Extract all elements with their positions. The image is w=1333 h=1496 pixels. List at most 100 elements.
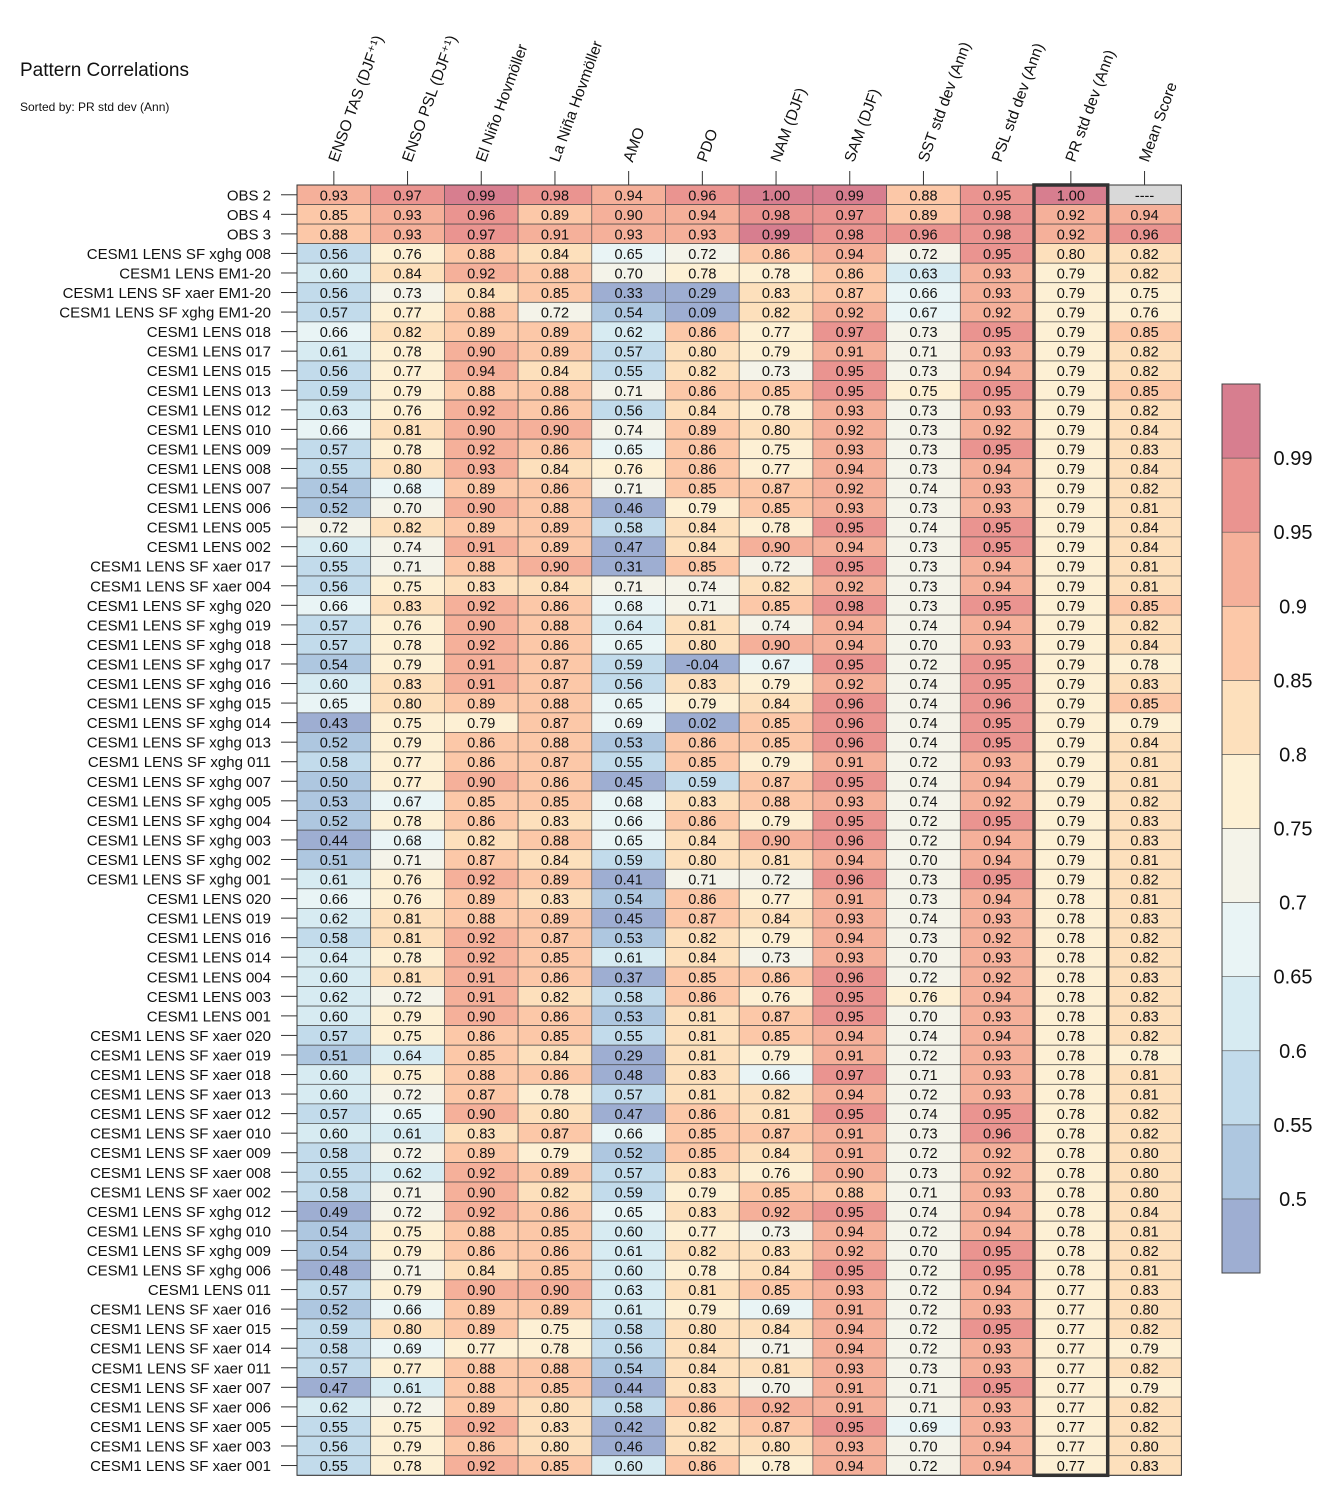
cell-value: 0.91: [836, 892, 864, 908]
cell-value: 0.85: [688, 1127, 716, 1143]
row-label: CESM1 LENS 020: [147, 891, 271, 908]
cell-value: 0.99: [762, 227, 790, 243]
cell-value: 0.84: [1130, 462, 1158, 478]
cell-value: 0.72: [909, 814, 937, 830]
cell-value: 0.83: [1130, 1459, 1158, 1475]
cell-value: 0.79: [688, 1303, 716, 1319]
cell-value: 0.75: [393, 1029, 421, 1045]
cell-value: 0.81: [688, 1029, 716, 1045]
row-label: CESM1 LENS 014: [147, 950, 271, 967]
cell-value: 0.79: [762, 814, 790, 830]
cell-value: 0.89: [541, 208, 569, 224]
cell-value: 0.80: [762, 1439, 790, 1455]
cell-value: 0.79: [688, 697, 716, 713]
cell-value: 0.82: [1130, 1127, 1158, 1143]
cell-value: 0.82: [688, 1439, 716, 1455]
row-label: CESM1 LENS 013: [147, 383, 271, 400]
cell-value: 0.88: [467, 306, 495, 322]
cell-value: 0.80: [541, 1107, 569, 1123]
cell-value: 0.83: [1130, 970, 1158, 986]
cell-value: 0.71: [909, 1381, 937, 1397]
cell-value: 0.09: [688, 306, 716, 322]
column-label: El Niño Hovmöller: [473, 42, 531, 164]
cell-value: 0.84: [541, 1048, 569, 1064]
cell-value: 0.85: [762, 1185, 790, 1201]
cell-value: 0.52: [320, 736, 348, 752]
cell-value: 0.90: [467, 423, 495, 439]
cell-value: 0.55: [320, 1459, 348, 1475]
cell-value: 0.91: [467, 657, 495, 673]
cell-value: 0.74: [909, 1205, 937, 1221]
cell-value: 0.88: [467, 1361, 495, 1377]
cell-value: 0.87: [762, 1420, 790, 1436]
cell-value: 0.89: [467, 1322, 495, 1338]
cell-value: 0.98: [836, 227, 864, 243]
cell-value: 0.83: [1130, 912, 1158, 928]
cell-value: 0.94: [836, 853, 864, 869]
row-label: CESM1 LENS 009: [147, 441, 271, 458]
row-label: CESM1 LENS SF xaer 004: [90, 578, 271, 595]
cell-value: 0.85: [467, 794, 495, 810]
column-label: SAM (DJF): [842, 87, 884, 165]
cell-value: 0.72: [909, 755, 937, 771]
cell-value: 0.87: [467, 1088, 495, 1104]
cell-value: 0.93: [393, 208, 421, 224]
cell-value: 0.82: [393, 325, 421, 341]
cell-value: 0.94: [983, 833, 1011, 849]
cell-value: 0.96: [688, 188, 716, 204]
cell-value: 0.77: [1057, 1361, 1085, 1377]
cell-value: 0.71: [688, 873, 716, 889]
cell-value: 0.68: [615, 794, 643, 810]
cell-value: 0.80: [762, 423, 790, 439]
cell-value: 0.85: [762, 501, 790, 517]
cell-value: 0.70: [909, 853, 937, 869]
cell-value: 0.80: [1057, 247, 1085, 263]
cell-value: 0.56: [615, 1342, 643, 1358]
cell-value: 0.75: [393, 1224, 421, 1240]
cell-value: 0.84: [541, 364, 569, 380]
cell-value: 0.82: [762, 579, 790, 595]
cell-value: 0.82: [541, 1185, 569, 1201]
cell-value: 0.72: [762, 873, 790, 889]
cell-value: 0.87: [541, 1127, 569, 1143]
cell-value: 0.82: [467, 833, 495, 849]
cell-value: 0.72: [909, 1224, 937, 1240]
cell-value: 0.72: [393, 1400, 421, 1416]
cell-value: 0.57: [320, 618, 348, 634]
colorbar-segment: [1221, 828, 1261, 903]
cell-value: 0.87: [836, 286, 864, 302]
cell-value: 0.85: [688, 755, 716, 771]
cell-value: 0.92: [836, 1244, 864, 1260]
cell-value: 0.79: [762, 677, 790, 693]
cell-value: 0.94: [836, 462, 864, 478]
cell-value: 0.79: [1057, 579, 1085, 595]
cell-value: 0.95: [983, 384, 1011, 400]
cell-value: 0.80: [688, 1322, 716, 1338]
cell-value: 0.94: [836, 540, 864, 556]
cell-value: 0.86: [541, 1009, 569, 1025]
column-label: ENSO TAS (DJF⁺¹): [326, 33, 388, 164]
cell-value: 0.93: [393, 227, 421, 243]
cell-value: 0.43: [320, 716, 348, 732]
cell-value: 0.56: [320, 286, 348, 302]
cell-value: 0.94: [836, 1459, 864, 1475]
cell-value: 0.94: [983, 1029, 1011, 1045]
column-label: AMO: [620, 125, 648, 164]
cell-value: 0.72: [909, 1342, 937, 1358]
cell-value: 0.74: [615, 423, 643, 439]
cell-value: 0.89: [541, 540, 569, 556]
column-label: PDO: [694, 127, 721, 164]
cell-value: 0.89: [688, 423, 716, 439]
row-label: CESM1 LENS SF xghg 010: [87, 1223, 271, 1240]
cell-value: 0.89: [467, 1400, 495, 1416]
cell-value: 0.91: [541, 227, 569, 243]
cell-value: 0.78: [1057, 1185, 1085, 1201]
cell-value: 0.84: [467, 1264, 495, 1280]
cell-value: 0.76: [615, 462, 643, 478]
cell-value: 0.78: [541, 1342, 569, 1358]
cell-value: 0.95: [983, 1244, 1011, 1260]
cell-value: 0.90: [541, 423, 569, 439]
cell-value: 0.95: [983, 1107, 1011, 1123]
cell-value: 0.83: [688, 1068, 716, 1084]
cell-value: 0.80: [688, 853, 716, 869]
